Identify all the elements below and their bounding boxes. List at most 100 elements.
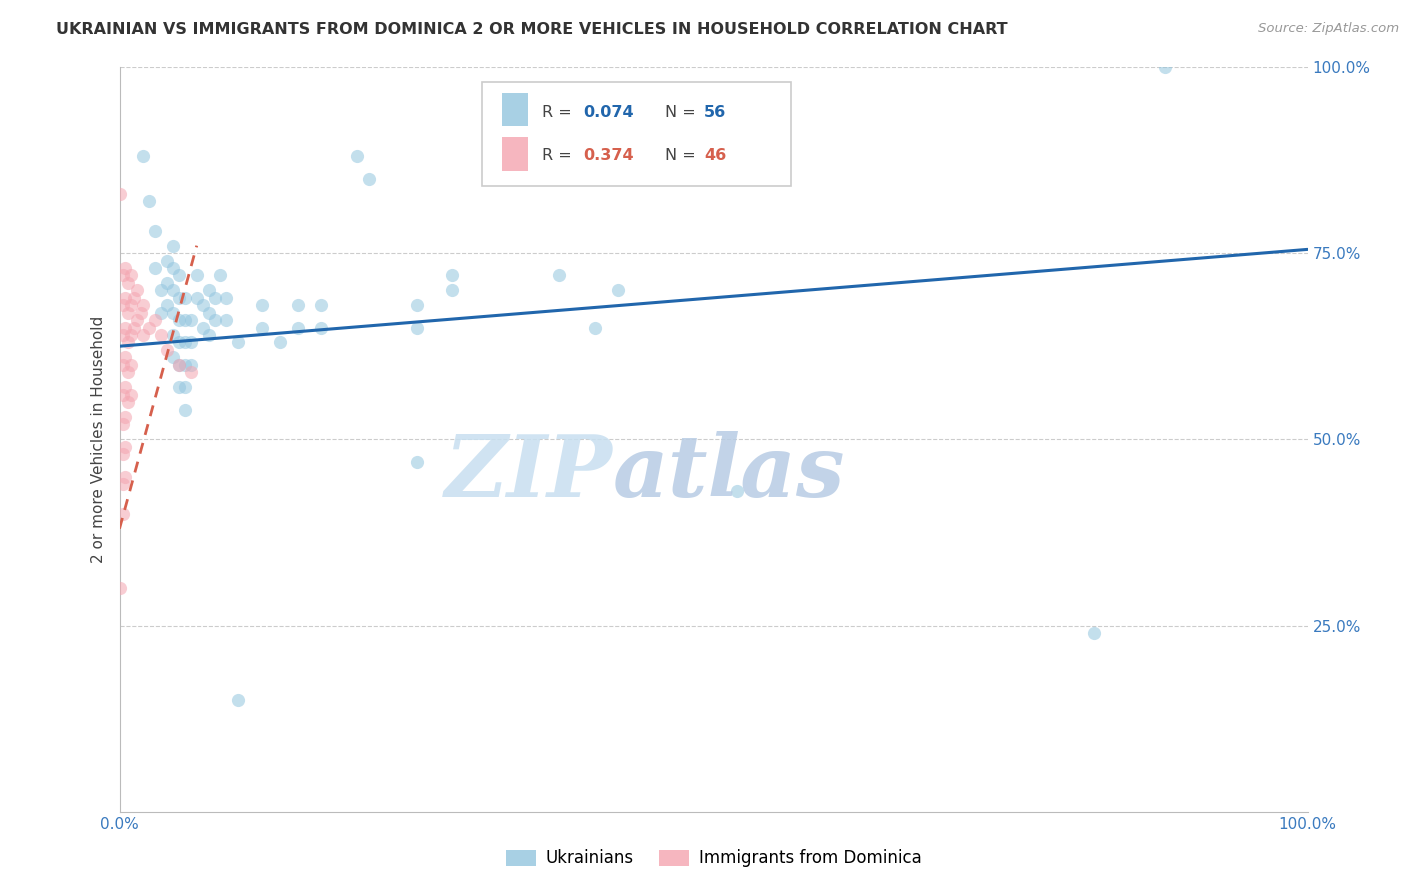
Point xyxy=(114,469,136,483)
Point xyxy=(191,320,214,334)
Point xyxy=(120,358,142,372)
Text: 46: 46 xyxy=(704,148,727,162)
Point xyxy=(127,284,149,298)
Point xyxy=(167,358,190,372)
Point xyxy=(112,387,135,401)
Point xyxy=(114,260,136,275)
Y-axis label: 2 or more Vehicles in Household: 2 or more Vehicles in Household xyxy=(91,316,107,563)
Point xyxy=(215,291,238,305)
Point xyxy=(204,291,226,305)
Point xyxy=(357,171,380,186)
Point xyxy=(173,358,195,372)
Point xyxy=(180,335,202,350)
Point xyxy=(112,417,135,432)
Point xyxy=(167,313,190,327)
Text: Source: ZipAtlas.com: Source: ZipAtlas.com xyxy=(1258,22,1399,36)
Text: R =: R = xyxy=(543,148,578,162)
Point xyxy=(129,306,152,320)
Point xyxy=(173,291,195,305)
Point xyxy=(114,291,136,305)
FancyBboxPatch shape xyxy=(502,93,529,126)
Point xyxy=(209,268,232,283)
Point xyxy=(162,238,184,252)
Point xyxy=(311,298,333,312)
Point xyxy=(150,328,173,343)
Point xyxy=(132,149,155,163)
Point xyxy=(117,306,139,320)
Point xyxy=(197,306,219,320)
Point xyxy=(162,284,184,298)
Point xyxy=(156,276,179,290)
Point xyxy=(1083,626,1105,640)
Point xyxy=(150,306,173,320)
Point xyxy=(405,298,427,312)
Point xyxy=(191,298,214,312)
Point xyxy=(112,298,135,312)
Text: R =: R = xyxy=(543,105,578,120)
Point xyxy=(112,507,135,521)
Point xyxy=(112,328,135,343)
Point xyxy=(156,253,179,268)
Point xyxy=(173,313,195,327)
Point xyxy=(441,268,464,283)
Point xyxy=(122,320,145,334)
Point xyxy=(215,313,238,327)
Text: atlas: atlas xyxy=(613,431,845,515)
Point xyxy=(173,380,195,394)
Point xyxy=(1154,60,1177,74)
Point xyxy=(117,276,139,290)
Point xyxy=(173,402,195,417)
Point xyxy=(180,313,202,327)
Text: N =: N = xyxy=(665,105,700,120)
Text: ZIP: ZIP xyxy=(444,431,613,515)
Text: UKRAINIAN VS IMMIGRANTS FROM DOMINICA 2 OR MORE VEHICLES IN HOUSEHOLD CORRELATIO: UKRAINIAN VS IMMIGRANTS FROM DOMINICA 2 … xyxy=(56,22,1008,37)
Point xyxy=(167,268,190,283)
Point xyxy=(311,320,333,334)
Point xyxy=(607,284,630,298)
Point xyxy=(173,335,195,350)
Point xyxy=(405,320,427,334)
Text: 0.374: 0.374 xyxy=(583,148,634,162)
Point xyxy=(120,268,142,283)
Point xyxy=(250,298,273,312)
Point xyxy=(112,447,135,461)
Point xyxy=(405,455,427,469)
Point xyxy=(112,358,135,372)
Point xyxy=(583,320,606,334)
Point xyxy=(162,260,184,275)
Point xyxy=(269,335,291,350)
Point xyxy=(346,149,368,163)
Point xyxy=(120,298,142,312)
Point xyxy=(117,365,139,379)
Point xyxy=(127,313,149,327)
Point xyxy=(120,387,142,401)
Point xyxy=(197,328,219,343)
Point xyxy=(108,582,131,596)
Point xyxy=(120,328,142,343)
FancyBboxPatch shape xyxy=(482,82,790,186)
Text: 56: 56 xyxy=(704,105,727,120)
FancyBboxPatch shape xyxy=(502,137,529,170)
Point xyxy=(167,380,190,394)
Point xyxy=(143,224,166,238)
Point xyxy=(501,171,523,186)
Point xyxy=(228,693,250,707)
Point xyxy=(228,335,250,350)
Point xyxy=(186,291,208,305)
Point xyxy=(114,380,136,394)
Point xyxy=(117,395,139,409)
Point xyxy=(114,440,136,454)
Point xyxy=(143,313,166,327)
Text: N =: N = xyxy=(665,148,700,162)
Text: 0.074: 0.074 xyxy=(583,105,634,120)
Point xyxy=(114,409,136,424)
Point xyxy=(180,365,202,379)
Point xyxy=(180,358,202,372)
Point xyxy=(138,194,160,208)
Point xyxy=(122,291,145,305)
Point xyxy=(167,291,190,305)
Point xyxy=(287,298,309,312)
Point xyxy=(167,335,190,350)
Point xyxy=(156,343,179,357)
Point xyxy=(162,328,184,343)
